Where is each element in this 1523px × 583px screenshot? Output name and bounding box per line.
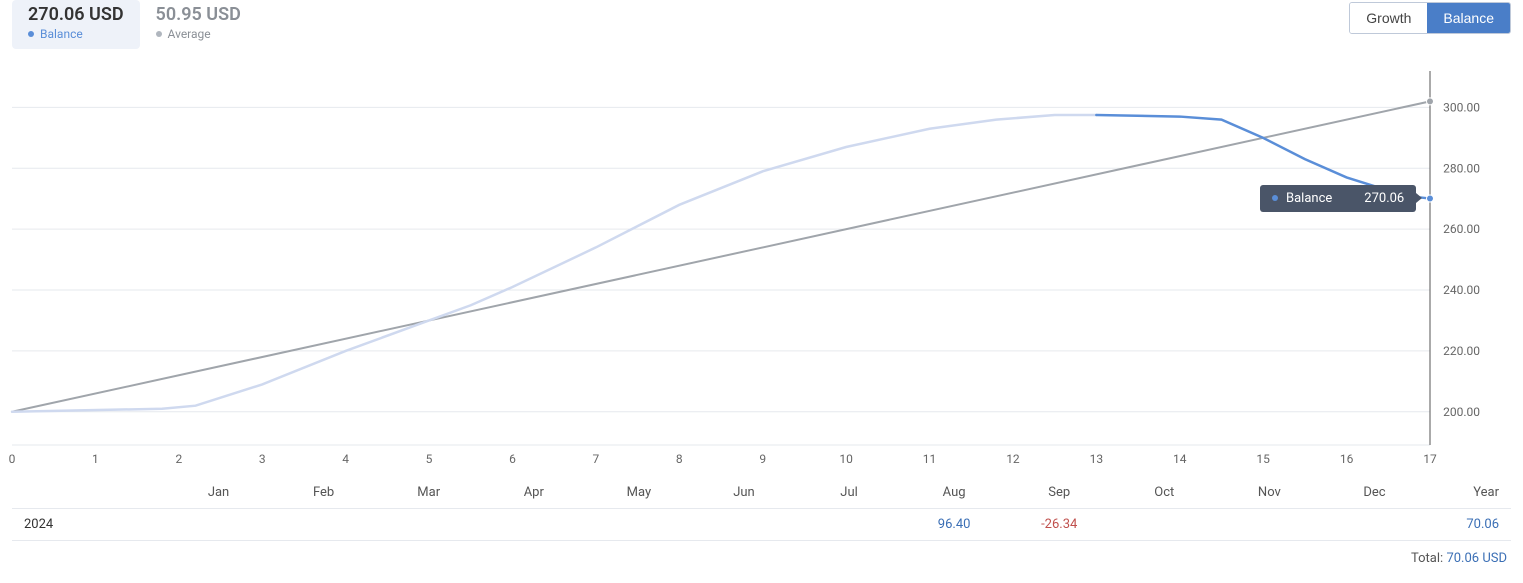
month-col: Dec	[1322, 485, 1427, 500]
cell: 96.40	[902, 517, 1007, 532]
cell	[691, 517, 796, 532]
toggle-group: Growth Balance	[1349, 2, 1511, 34]
legend-average-label-row: Average	[156, 27, 244, 41]
month-col: Jun	[691, 485, 796, 500]
month-col: Sep	[1007, 485, 1112, 500]
svg-text:300.00: 300.00	[1443, 100, 1480, 114]
toggle-balance[interactable]: Balance	[1427, 3, 1510, 33]
svg-text:4: 4	[342, 452, 349, 466]
table-header: JanFebMarAprMayJunJulAugSepOctNovDecYear	[12, 477, 1511, 509]
total-label: Total:	[1411, 551, 1443, 566]
month-col: May	[586, 485, 691, 500]
monthly-table: JanFebMarAprMayJunJulAugSepOctNovDecYear…	[12, 477, 1511, 541]
header: 270.06 USD Balance 50.95 USD Average Gro…	[0, 0, 1523, 49]
svg-text:240.00: 240.00	[1443, 283, 1480, 297]
svg-text:13: 13	[1090, 452, 1104, 466]
dot-icon	[28, 31, 34, 37]
dot-icon	[156, 31, 162, 37]
dot-icon	[1272, 195, 1278, 201]
legend-average: 50.95 USD Average	[140, 0, 260, 49]
cell	[586, 517, 691, 532]
table-body: 2024 96.40-26.34 70.06	[12, 509, 1511, 541]
legend-balance: 270.06 USD Balance	[12, 0, 140, 49]
svg-text:1: 1	[92, 452, 99, 466]
year-col: Year	[1427, 485, 1507, 500]
chart-svg: 200.00220.00240.00260.00280.00300.000123…	[0, 57, 1523, 477]
month-col: Apr	[481, 485, 586, 500]
tooltip-label: Balance	[1286, 191, 1332, 206]
svg-text:16: 16	[1340, 452, 1354, 466]
legend-balance-value: 270.06 USD	[28, 4, 124, 25]
legend-average-value: 50.95 USD	[156, 4, 244, 25]
month-col: Aug	[902, 485, 1007, 500]
svg-text:8: 8	[676, 452, 683, 466]
svg-text:200.00: 200.00	[1443, 405, 1480, 419]
month-col: Oct	[1112, 485, 1217, 500]
total-value: 70.06 USD	[1446, 551, 1507, 566]
svg-text:17: 17	[1423, 452, 1437, 466]
month-col: Nov	[1217, 485, 1322, 500]
chart-tooltip: Balance 270.06	[1260, 185, 1416, 212]
month-col: Jan	[166, 485, 271, 500]
cell	[166, 517, 271, 532]
cell	[1112, 517, 1217, 532]
cell	[797, 517, 902, 532]
cell	[1217, 517, 1322, 532]
svg-text:10: 10	[839, 452, 853, 466]
row-year: 2024	[16, 517, 166, 532]
month-col: Feb	[271, 485, 376, 500]
chart-area[interactable]: 200.00220.00240.00260.00280.00300.000123…	[0, 57, 1523, 477]
cell	[1322, 517, 1427, 532]
svg-text:5: 5	[426, 452, 433, 466]
footer-total: Total: 70.06 USD	[0, 541, 1523, 566]
svg-text:15: 15	[1256, 452, 1270, 466]
cell	[376, 517, 481, 532]
legend-boxes: 270.06 USD Balance 50.95 USD Average	[0, 0, 260, 49]
svg-text:2: 2	[175, 452, 182, 466]
month-col: Mar	[376, 485, 481, 500]
svg-text:14: 14	[1173, 452, 1187, 466]
svg-text:9: 9	[759, 452, 766, 466]
legend-average-label: Average	[168, 27, 211, 41]
toggle-growth[interactable]: Growth	[1350, 3, 1427, 33]
month-col: Jul	[797, 485, 902, 500]
svg-text:7: 7	[593, 452, 600, 466]
tooltip-value: 270.06	[1364, 191, 1404, 206]
svg-text:12: 12	[1006, 452, 1020, 466]
svg-text:260.00: 260.00	[1443, 222, 1480, 236]
svg-text:220.00: 220.00	[1443, 344, 1480, 358]
legend-balance-label: Balance	[40, 27, 83, 41]
svg-text:3: 3	[259, 452, 266, 466]
svg-text:11: 11	[923, 452, 937, 466]
legend-balance-label-row: Balance	[28, 27, 124, 41]
row-year-value: 70.06	[1427, 517, 1507, 532]
table-row: 2024 96.40-26.34 70.06	[12, 509, 1511, 541]
cell	[271, 517, 376, 532]
svg-text:6: 6	[509, 452, 516, 466]
svg-text:280.00: 280.00	[1443, 161, 1480, 175]
svg-text:0: 0	[9, 452, 16, 466]
cell	[481, 517, 586, 532]
cell: -26.34	[1007, 517, 1112, 532]
